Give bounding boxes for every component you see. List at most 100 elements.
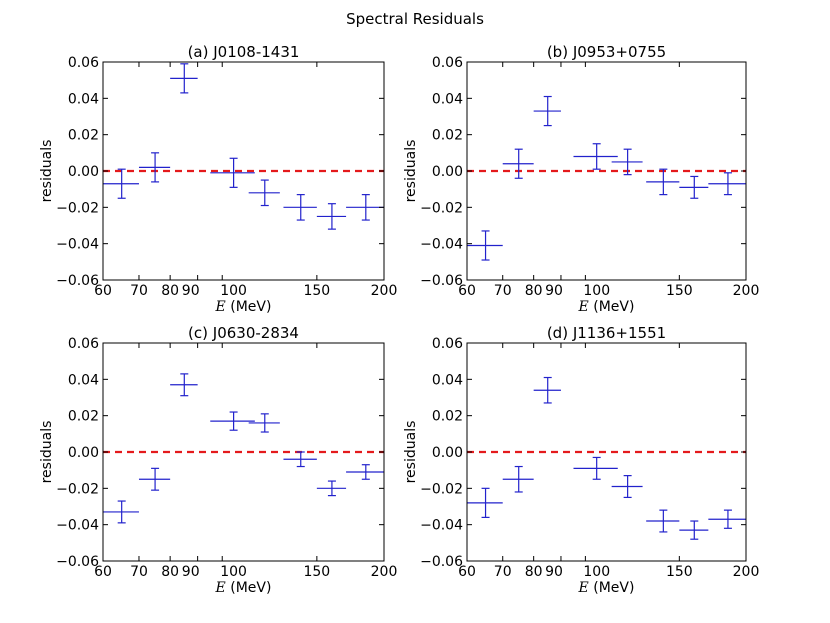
data-point <box>611 148 643 176</box>
x-axis-label: E (MeV) <box>215 580 272 596</box>
x-tick-label: 70 <box>494 283 512 299</box>
panel-4: (d) J1136+1551 −0.06 −0.04 −0.02 0.00 0.02 0.0… <box>403 324 759 596</box>
panel-title: (d) J1136+1551 <box>547 324 666 342</box>
data-point <box>467 487 503 519</box>
y-tick-label: −0.04 <box>56 237 99 253</box>
x-tick-label: 200 <box>371 564 398 580</box>
y-tick-label: −0.02 <box>56 200 99 216</box>
data-point <box>283 194 317 221</box>
y-tick-label: −0.04 <box>420 237 463 253</box>
x-tick-label: 90 <box>545 564 563 580</box>
data-point <box>316 203 347 230</box>
figure-title: Spectral Residuals <box>346 10 484 28</box>
x-tick-label: 60 <box>94 283 112 299</box>
y-axis-label: residuals <box>403 421 419 484</box>
y-tick-label: −0.02 <box>420 200 463 216</box>
data-point <box>611 475 643 499</box>
x-tick-label: 150 <box>303 564 330 580</box>
x-tick-label: 90 <box>545 283 563 299</box>
data-point <box>708 172 746 196</box>
y-tick-label: 0.04 <box>432 91 463 107</box>
x-tick-label: 90 <box>182 283 200 299</box>
x-tick-label: 80 <box>525 283 543 299</box>
y-tick-label: −0.02 <box>56 481 99 497</box>
y-tick-label: −0.04 <box>420 518 463 534</box>
data-point <box>573 456 618 480</box>
y-tick-label: 0.02 <box>68 128 99 144</box>
y-tick-label: −0.06 <box>56 554 99 570</box>
x-axis-label: E (MeV) <box>578 580 635 596</box>
x-tick-label: 200 <box>733 283 760 299</box>
x-tick-label: 150 <box>303 283 330 299</box>
x-axis-unit: (MeV) <box>226 580 272 596</box>
x-tick-label: 200 <box>733 564 760 580</box>
data-point <box>502 465 534 493</box>
x-tick-label: 60 <box>458 564 476 580</box>
data-point <box>316 480 347 497</box>
y-tick-label: 0.06 <box>432 336 463 352</box>
x-tick-label: 80 <box>525 564 543 580</box>
x-tick-label: 100 <box>220 283 247 299</box>
y-tick-label: −0.06 <box>420 273 463 289</box>
x-tick-label: 90 <box>182 564 200 580</box>
data-point <box>646 168 680 196</box>
y-tick-label: 0.00 <box>68 445 99 461</box>
x-tick-label: 100 <box>583 283 610 299</box>
x-axis-symbol: E <box>215 580 226 596</box>
data-point <box>573 143 618 170</box>
y-tick-label: 0.06 <box>432 55 463 71</box>
data-point <box>467 230 503 261</box>
x-axis-label: E (MeV) <box>578 299 635 315</box>
x-axis-label: E (MeV) <box>215 299 272 315</box>
data-point <box>103 500 139 524</box>
data-point <box>346 194 384 221</box>
data-point <box>138 152 171 183</box>
y-tick-label: −0.06 <box>420 554 463 570</box>
x-tick-label: 100 <box>220 564 247 580</box>
panel-title: (c) J0630-2834 <box>188 324 299 342</box>
y-tick-label: 0.00 <box>432 164 463 180</box>
panels: (a) J0108-1431 −0.06 −0.04 −0.02 0.00 0.02 0.0… <box>39 43 759 596</box>
data-point <box>533 95 561 127</box>
data-point <box>103 168 139 199</box>
data-point <box>708 509 746 529</box>
y-tick-label: 0.06 <box>68 55 99 71</box>
x-axis-unit: (MeV) <box>589 580 635 596</box>
y-tick-label: −0.04 <box>56 518 99 534</box>
data-point <box>502 148 534 179</box>
x-tick-label: 70 <box>130 564 148 580</box>
x-tick-label: 60 <box>458 283 476 299</box>
x-axis-unit: (MeV) <box>226 299 272 315</box>
data-point <box>138 467 171 491</box>
data-point <box>646 509 680 533</box>
y-tick-label: 0.04 <box>68 91 99 107</box>
x-tick-label: 100 <box>583 564 610 580</box>
y-tick-label: 0.02 <box>68 409 99 425</box>
data-point <box>248 179 280 207</box>
y-axis-label: residuals <box>39 421 55 484</box>
data-point <box>170 373 198 397</box>
data-point <box>210 411 255 431</box>
panel-1: (a) J0108-1431 −0.06 −0.04 −0.02 0.00 0.02 0.0… <box>39 43 397 315</box>
panel-title: (b) J0953+0755 <box>547 43 666 61</box>
data-point <box>283 451 317 468</box>
y-tick-label: 0.04 <box>68 372 99 388</box>
y-tick-label: 0.00 <box>68 164 99 180</box>
y-tick-label: 0.02 <box>432 409 463 425</box>
panel-2: (b) J0953+0755 −0.06 −0.04 −0.02 0.00 0.02 0.0… <box>403 43 759 315</box>
x-tick-label: 150 <box>666 564 693 580</box>
data-point <box>346 464 384 480</box>
x-axis-symbol: E <box>215 299 226 315</box>
x-axis-symbol: E <box>578 580 589 596</box>
y-tick-label: 0.04 <box>432 372 463 388</box>
y-tick-label: 0.02 <box>432 128 463 144</box>
y-tick-label: 0.06 <box>68 336 99 352</box>
data-point <box>679 175 709 199</box>
x-tick-label: 200 <box>371 283 398 299</box>
y-tick-label: −0.06 <box>56 273 99 289</box>
x-tick-label: 80 <box>161 283 179 299</box>
data-point <box>210 157 255 188</box>
y-axis-label: residuals <box>403 140 419 203</box>
panel-3: (c) J0630-2834 −0.06 −0.04 −0.02 0.00 0.02 0.0… <box>39 324 397 596</box>
